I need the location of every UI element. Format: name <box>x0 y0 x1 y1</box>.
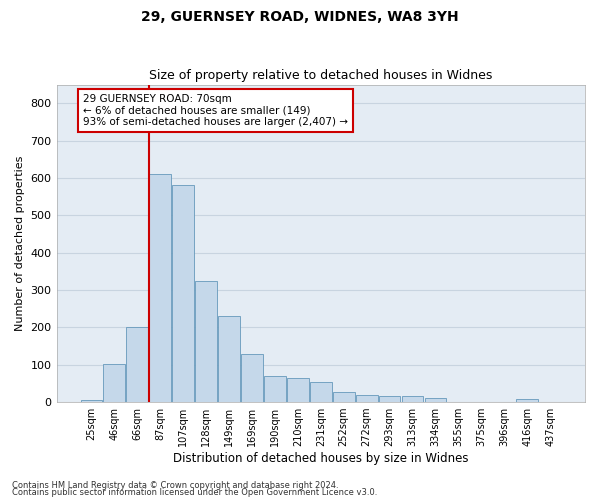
Bar <box>241 354 263 402</box>
Text: 29, GUERNSEY ROAD, WIDNES, WA8 3YH: 29, GUERNSEY ROAD, WIDNES, WA8 3YH <box>141 10 459 24</box>
Bar <box>333 392 355 402</box>
Bar <box>425 398 446 402</box>
Bar <box>287 378 309 402</box>
Text: 29 GUERNSEY ROAD: 70sqm
← 6% of detached houses are smaller (149)
93% of semi-de: 29 GUERNSEY ROAD: 70sqm ← 6% of detached… <box>83 94 348 128</box>
Bar <box>103 364 125 402</box>
Text: Contains public sector information licensed under the Open Government Licence v3: Contains public sector information licen… <box>12 488 377 497</box>
Bar <box>149 174 171 402</box>
Bar <box>80 400 103 402</box>
Bar <box>379 396 400 402</box>
Bar <box>516 399 538 402</box>
Bar <box>127 328 148 402</box>
Text: Contains HM Land Registry data © Crown copyright and database right 2024.: Contains HM Land Registry data © Crown c… <box>12 480 338 490</box>
Title: Size of property relative to detached houses in Widnes: Size of property relative to detached ho… <box>149 69 493 82</box>
Bar <box>310 382 332 402</box>
Bar <box>356 394 377 402</box>
Bar <box>195 280 217 402</box>
X-axis label: Distribution of detached houses by size in Widnes: Distribution of detached houses by size … <box>173 452 469 465</box>
Bar <box>264 376 286 402</box>
Bar <box>401 396 424 402</box>
Y-axis label: Number of detached properties: Number of detached properties <box>15 156 25 331</box>
Bar <box>172 186 194 402</box>
Bar <box>218 316 240 402</box>
